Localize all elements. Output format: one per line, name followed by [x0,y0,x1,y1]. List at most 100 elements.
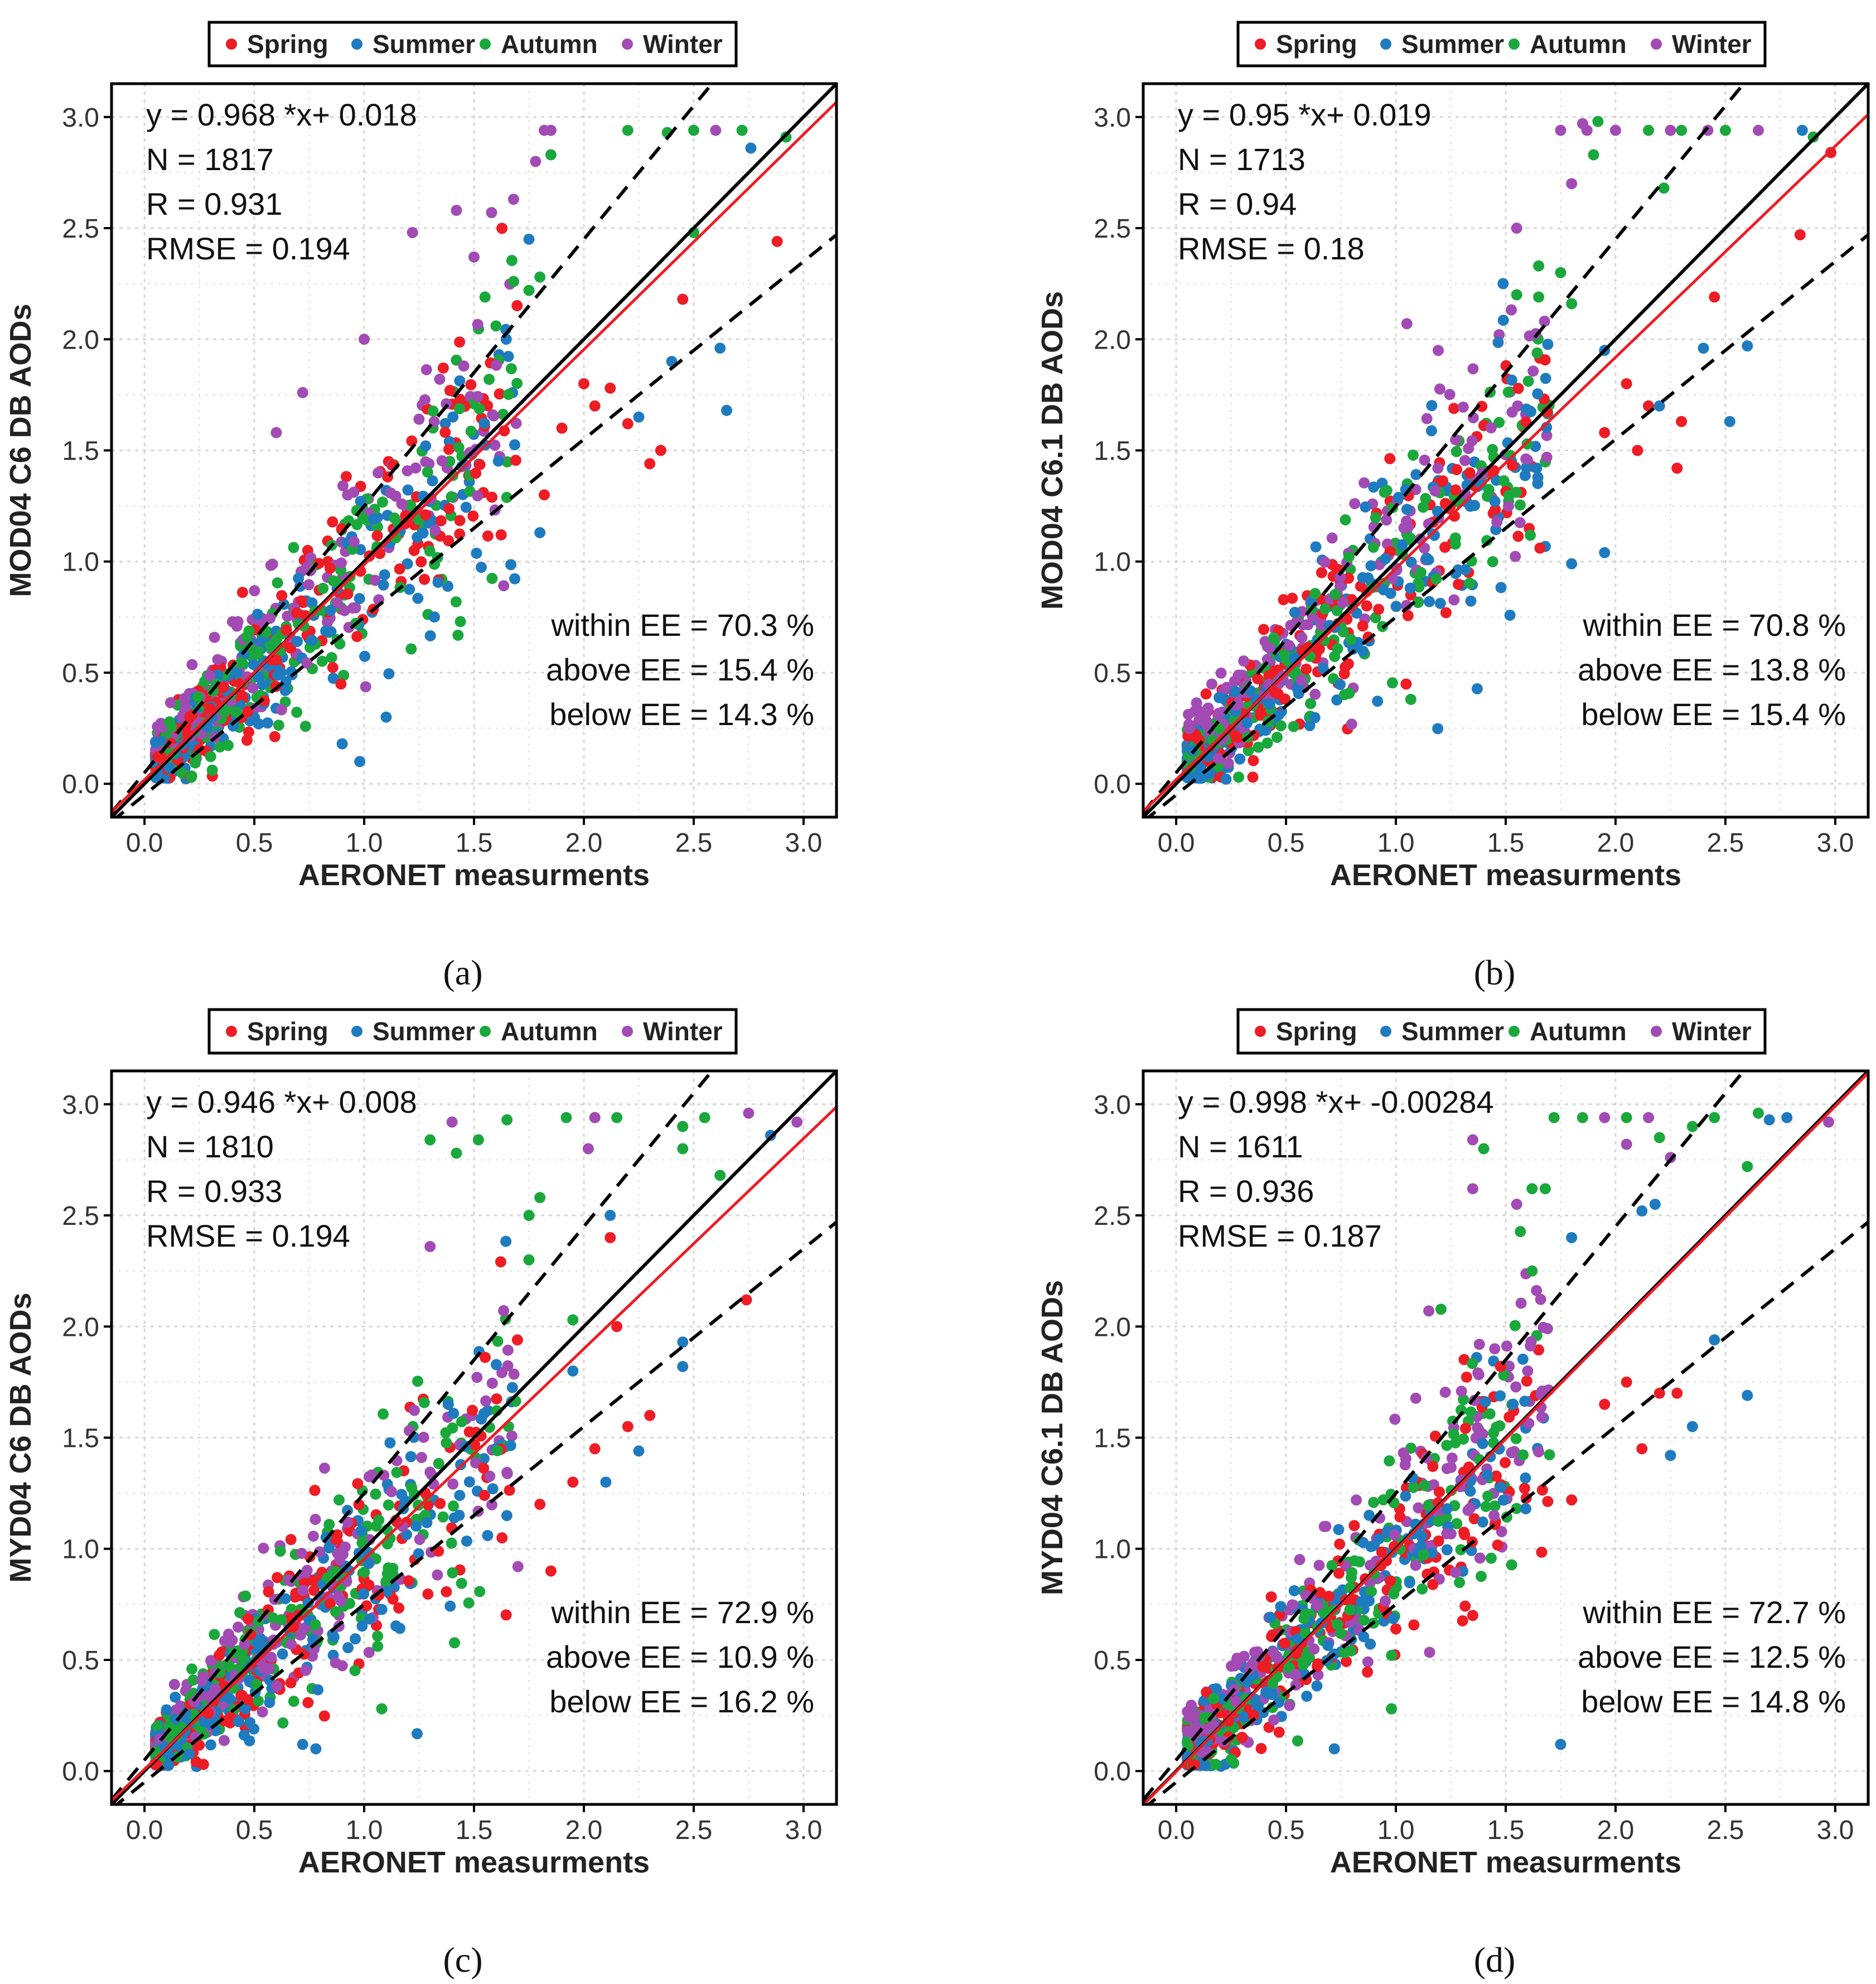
point-winter [1531,1285,1543,1296]
point-autumn [1430,573,1442,585]
point-summer [240,1703,252,1715]
point-summer [427,475,438,487]
point-winter [218,1735,230,1746]
point-summer [534,527,546,538]
point-autumn [1742,1161,1753,1172]
point-autumn [376,1703,388,1715]
stat-text: y = 0.998 *x+ -0.00284 [1178,1084,1494,1119]
point-spring [1433,1486,1445,1498]
point-winter [1410,1560,1421,1571]
point-autumn [511,378,523,389]
point-summer [264,1697,275,1708]
y-tick-label: 1.0 [62,1535,99,1565]
point-winter [489,440,501,451]
point-autumn [1370,512,1381,524]
point-summer [460,501,472,513]
point-autumn [1309,588,1321,600]
point-autumn [1335,1628,1347,1639]
x-tick-label: 1.5 [1487,1816,1525,1845]
point-summer [1304,720,1316,731]
point-summer [378,579,389,591]
point-spring [1461,1371,1472,1383]
point-summer [292,635,303,647]
point-winter [1537,1321,1549,1333]
x-tick-label: 1.0 [1377,828,1415,858]
point-autumn [567,1314,579,1326]
point-winter [472,318,483,330]
point-summer [205,1739,216,1751]
legend-marker-autumn [480,38,491,50]
point-spring [297,597,309,609]
point-spring [1521,1375,1532,1387]
point-autumn [1326,1560,1338,1571]
point-autumn [1343,551,1355,563]
point-winter [396,498,408,510]
point-summer [1432,723,1444,735]
ee-stat-text: within EE = 72.9 % [550,1595,814,1630]
point-autumn [506,255,518,267]
legend: Spring Summer Autumn Winter [207,21,738,67]
point-spring [1794,229,1806,240]
point-summer [383,668,395,679]
point-winter [1512,400,1524,412]
point-winter [296,1547,307,1559]
point-summer [1542,339,1554,350]
stat-text: R = 0.936 [1178,1174,1314,1209]
point-summer [342,1642,354,1654]
point-spring [741,1294,752,1306]
point-winter [1535,1293,1546,1305]
point-summer [523,233,535,245]
point-winter [297,387,308,398]
point-summer [1195,773,1206,784]
point-spring [500,1609,512,1621]
point-autumn [1275,720,1287,732]
point-spring [1402,610,1414,621]
point-spring [342,588,354,600]
point-winter [270,427,282,438]
point-spring [463,1426,475,1438]
point-spring [605,1232,616,1243]
point-winter [415,1451,427,1463]
point-autumn [1448,1428,1459,1440]
point-autumn [1526,1265,1538,1277]
point-summer [1220,773,1232,785]
point-spring [677,293,689,305]
panel-label: (c) [443,1940,482,1980]
point-winter [1467,1183,1478,1195]
point-summer [1377,584,1389,596]
point-winter [1284,1700,1295,1711]
point-summer [1521,462,1532,474]
point-spring [443,503,455,514]
y-tick-label: 3.0 [62,103,99,133]
point-winter [1316,620,1327,631]
point-winter [178,693,190,704]
point-autumn [1488,1427,1500,1439]
point-winter [247,682,259,694]
y-tick-label: 3.0 [1094,1090,1131,1120]
ee-stat-text: below EE = 14.8 % [1581,1684,1846,1719]
point-spring [434,1498,446,1509]
point-autumn [1588,149,1599,161]
y-tick-label: 0.5 [1094,1646,1131,1676]
point-winter [347,602,359,614]
point-summer [1507,1398,1519,1410]
point-spring [1512,383,1524,394]
point-spring [394,563,405,575]
panel-label: (d) [1474,1940,1516,1980]
point-summer [1441,1503,1453,1514]
point-autumn [1510,1433,1522,1445]
point-spring [258,695,270,707]
point-winter [322,616,333,628]
point-summer [1289,606,1300,618]
point-spring [444,385,456,397]
point-winter [168,1678,180,1690]
point-winter [1643,1112,1655,1123]
point-autumn [1522,375,1534,387]
point-summer [1566,1232,1578,1243]
point-autumn [310,1619,321,1630]
legend-label-spring: Spring [1276,30,1357,59]
point-autumn [378,1408,389,1420]
point-summer [356,1620,368,1632]
point-autumn [231,706,243,718]
x-tick-label: 0.0 [1158,1816,1195,1845]
